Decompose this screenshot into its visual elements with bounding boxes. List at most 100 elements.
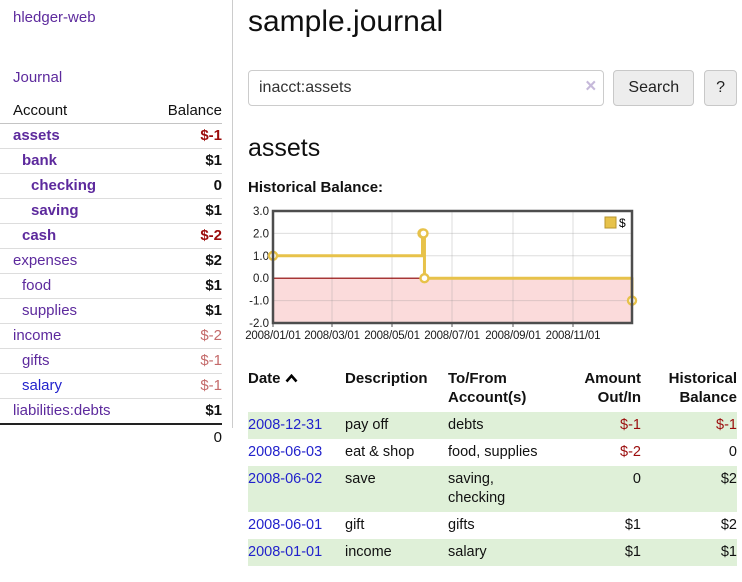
- plot-border: [271, 209, 634, 325]
- sort-asc-icon: [285, 373, 297, 383]
- sidebar-account-expenses[interactable]: expenses: [13, 252, 78, 269]
- account-heading: assets: [248, 134, 321, 162]
- legend-label: $: [619, 216, 626, 230]
- register-header-row: Date Description To/From Account(s) Amou…: [248, 367, 737, 412]
- brand-link[interactable]: hledger-web: [13, 9, 96, 26]
- account-row: food $1: [0, 273, 222, 299]
- accounts-cell: saving, checking: [448, 471, 506, 506]
- register-table: Date Description To/From Account(s) Amou…: [248, 367, 737, 566]
- account-row: salary $-1: [0, 373, 222, 399]
- account-row: assets $-1: [0, 124, 222, 149]
- description-cell: income: [345, 544, 392, 560]
- date-cell: 2008-06-03: [248, 439, 345, 466]
- y-axis-label: -1.0: [249, 296, 269, 308]
- account-name-cell: expenses: [0, 248, 149, 274]
- account-name-cell: saving: [0, 198, 149, 224]
- date-cell: 2008-01-01: [248, 539, 345, 566]
- account-row: saving $1: [0, 198, 222, 224]
- search-form: × Search ?: [248, 70, 737, 106]
- data-point[interactable]: [418, 228, 429, 239]
- data-point[interactable]: [419, 272, 430, 284]
- account-row: liabilities:debts $1: [0, 398, 222, 424]
- sidebar-account-assets[interactable]: assets: [13, 127, 60, 144]
- amount-cell: $1: [624, 544, 641, 560]
- sidebar-account-supplies[interactable]: supplies: [22, 302, 78, 319]
- account-name-cell: food: [0, 273, 149, 299]
- amount-cell: $-1: [620, 417, 641, 433]
- accounts-total-balance: 0: [148, 423, 222, 450]
- transaction-date-link[interactable]: 2008-06-01: [248, 517, 323, 533]
- search-button[interactable]: Search: [613, 70, 695, 106]
- account-balance: 0: [148, 173, 222, 199]
- register-table-body: 2008-12-31 pay off debts $-1 $-1 2008-06-03 ea…: [248, 412, 737, 566]
- balance-cell: $2: [720, 471, 737, 487]
- transaction-date-link[interactable]: 2008-06-02: [248, 471, 323, 487]
- description-cell: pay off: [345, 417, 389, 433]
- register-row: 2008-06-02 save saving, checking 0 $2: [248, 466, 737, 512]
- x-axis-label: 2008/05/01: [364, 330, 420, 342]
- account-balance: $-2: [148, 323, 222, 349]
- accounts-header-row: Account Balance: [0, 99, 222, 124]
- description-cell: save: [345, 471, 376, 487]
- account-row: checking 0: [0, 173, 222, 199]
- account-balance: $1: [148, 298, 222, 324]
- register-row: 2008-12-31 pay off debts $-1 $-1: [248, 412, 737, 439]
- sidebar-item-journal[interactable]: Journal: [13, 69, 63, 86]
- date-cell: 2008-06-02: [248, 466, 345, 512]
- amount-cell: $-2: [620, 444, 641, 460]
- account-name-cell: assets: [0, 124, 149, 149]
- accounts-header-balance: Balance: [148, 99, 222, 124]
- account-row: income $-2: [0, 323, 222, 349]
- sidebar-account-bank[interactable]: bank: [22, 152, 58, 169]
- transaction-date-link[interactable]: 2008-01-01: [248, 544, 323, 560]
- sidebar-account-gifts[interactable]: gifts: [22, 352, 50, 369]
- account-name-cell: income: [0, 323, 149, 349]
- account-balance: $1: [148, 398, 222, 424]
- accounts-table: Account Balance assets $-1 bank $1 checking 0…: [0, 99, 222, 450]
- x-axis-label: 2008/11/01: [546, 330, 601, 342]
- account-name-cell: liabilities:debts: [0, 398, 149, 424]
- search-box: ×: [248, 70, 605, 106]
- accounts-cell: debts: [448, 417, 484, 433]
- x-axis-label: 2008/03/01: [304, 330, 360, 342]
- account-row: expenses $2: [0, 248, 222, 274]
- account-row: bank $1: [0, 148, 222, 174]
- account-name-cell: salary: [0, 373, 149, 399]
- negative-region: [273, 278, 632, 323]
- balance-cell: $-1: [716, 417, 737, 433]
- sidebar-account-salary[interactable]: salary: [22, 377, 63, 394]
- sidebar-divider: [232, 0, 233, 428]
- page-title: sample.journal: [248, 5, 444, 38]
- accounts-total-row: 0: [0, 423, 222, 450]
- register-header-date-label: Date: [248, 370, 281, 387]
- y-axis-label: 0.0: [253, 273, 269, 285]
- sidebar-account-income[interactable]: income: [13, 327, 62, 344]
- sidebar: hledger-web Journal Account Balance asse…: [0, 0, 232, 450]
- balance-cell: $2: [720, 517, 737, 533]
- sidebar-account-food[interactable]: food: [22, 277, 52, 294]
- sidebar-account-cash[interactable]: cash: [22, 227, 57, 244]
- transaction-date-link[interactable]: 2008-06-03: [248, 444, 323, 460]
- account-balance: $1: [148, 198, 222, 224]
- y-axis-label: -2.0: [249, 318, 269, 330]
- help-button[interactable]: ?: [704, 70, 737, 106]
- account-name-cell: gifts: [0, 348, 149, 374]
- search-input[interactable]: [248, 70, 605, 106]
- amount-cell: 0: [632, 471, 641, 487]
- x-axis-label: 2008/09/01: [485, 330, 541, 342]
- historical-balance-chart: 2008/01/01 2008/03/01 2008/05/01 2008/07/01…: [245, 206, 638, 342]
- account-name-cell: checking: [0, 173, 149, 199]
- accounts-total-spacer: [0, 423, 149, 450]
- y-axis-label: 1.0: [253, 251, 269, 263]
- transaction-date-link[interactable]: 2008-12-31: [248, 417, 323, 433]
- clear-search-icon[interactable]: ×: [585, 76, 597, 97]
- register-header-date[interactable]: Date: [248, 367, 345, 412]
- sidebar-account-liabilities-debts[interactable]: liabilities:debts: [13, 402, 111, 419]
- chart-title: Historical Balance:: [248, 179, 384, 196]
- account-row: supplies $1: [0, 298, 222, 324]
- accounts-header-account: Account: [0, 99, 149, 124]
- sidebar-account-checking[interactable]: checking: [31, 177, 97, 194]
- sidebar-account-saving[interactable]: saving: [31, 202, 79, 219]
- account-balance: $1: [148, 148, 222, 174]
- account-row: cash $-2: [0, 223, 222, 249]
